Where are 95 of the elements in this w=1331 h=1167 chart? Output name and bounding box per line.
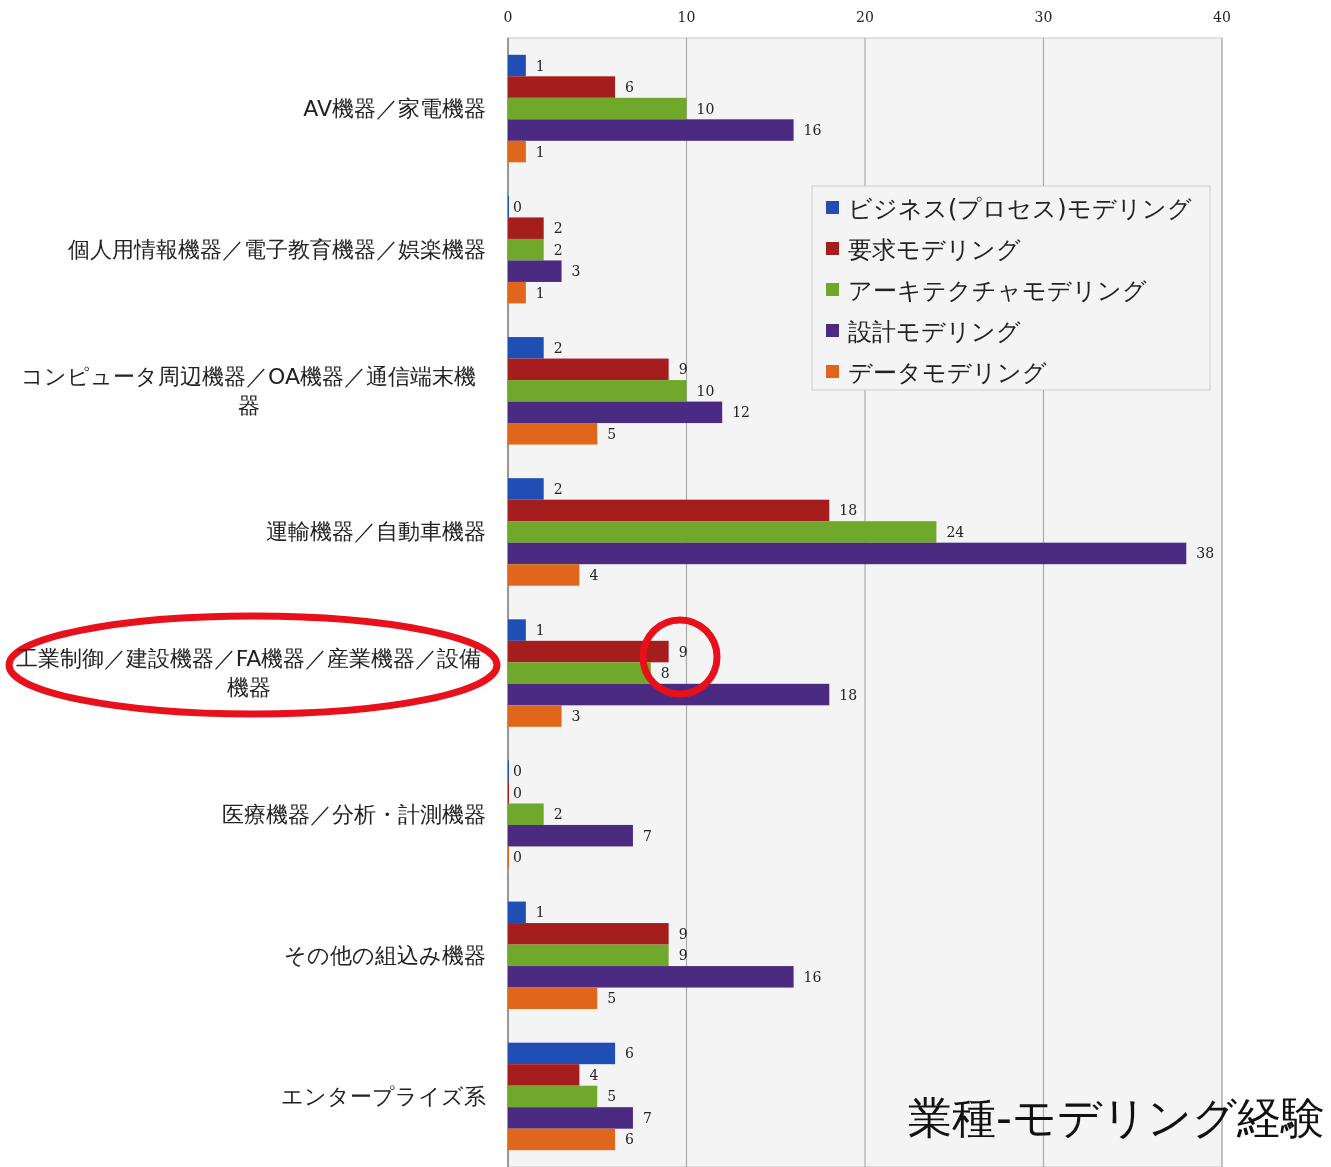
data-label: 1 bbox=[535, 622, 545, 639]
data-label: 10 bbox=[696, 100, 715, 117]
x-tick-label: 30 bbox=[1034, 9, 1053, 25]
bar bbox=[508, 478, 544, 500]
bar bbox=[508, 1085, 598, 1108]
bar bbox=[508, 423, 598, 445]
bar bbox=[508, 217, 544, 239]
bar bbox=[508, 619, 526, 641]
data-label: 9 bbox=[678, 947, 688, 964]
bar bbox=[508, 640, 669, 663]
data-label: 7 bbox=[642, 827, 652, 844]
bar bbox=[508, 337, 544, 359]
data-label: 9 bbox=[678, 925, 688, 942]
y-tick-label: 個人用情報機器／電子教育機器／娯楽機器 bbox=[67, 236, 486, 265]
bar bbox=[508, 923, 669, 945]
legend-label: アーキテクチャモデリング bbox=[848, 277, 1147, 305]
bar bbox=[508, 260, 562, 282]
y-tick-label: 運輸機器／自動車機器 bbox=[265, 518, 486, 547]
bar bbox=[508, 824, 633, 847]
data-label: 12 bbox=[732, 404, 751, 421]
data-label: 1 bbox=[535, 57, 545, 74]
data-label: 5 bbox=[607, 990, 617, 1007]
bar bbox=[508, 683, 830, 706]
bar bbox=[508, 987, 598, 1010]
bar bbox=[508, 380, 687, 402]
data-label: 9 bbox=[678, 643, 688, 660]
data-label: 3 bbox=[571, 708, 581, 725]
bar bbox=[508, 803, 544, 825]
bar bbox=[508, 705, 562, 727]
legend-label: 要求モデリング bbox=[848, 236, 1021, 264]
data-label: 6 bbox=[625, 1045, 635, 1062]
bar bbox=[508, 54, 526, 77]
data-label: 7 bbox=[642, 1109, 652, 1126]
data-label: 38 bbox=[1196, 545, 1215, 562]
bar bbox=[508, 966, 794, 988]
legend-label: ビジネス(プロセス)モデリング bbox=[848, 195, 1192, 223]
data-label: 2 bbox=[553, 339, 563, 356]
data-label: 6 bbox=[625, 79, 635, 96]
x-tick-label: 0 bbox=[503, 9, 513, 25]
data-label: 10 bbox=[696, 382, 715, 399]
legend-label: 設計モデリング bbox=[848, 318, 1021, 346]
data-label: 1 bbox=[535, 904, 545, 921]
y-tick-label: エンタープライズ系 bbox=[280, 1082, 486, 1111]
data-label: 18 bbox=[839, 686, 858, 703]
text: 業種-モデリング経験 bbox=[908, 1092, 1325, 1143]
bar bbox=[508, 76, 616, 98]
bar bbox=[508, 140, 526, 163]
bar bbox=[508, 238, 544, 261]
data-label: 2 bbox=[553, 480, 563, 497]
bar bbox=[508, 542, 1187, 565]
data-label: 16 bbox=[803, 122, 822, 139]
data-label: 24 bbox=[946, 523, 965, 540]
bar bbox=[508, 119, 794, 141]
y-tick-label: 医療機器／分析・計測機器 bbox=[221, 800, 486, 829]
data-label: 3 bbox=[571, 263, 581, 280]
y-tick-label: AV機器／家電機器 bbox=[302, 95, 486, 124]
bar bbox=[508, 358, 669, 381]
x-tick-label: 10 bbox=[677, 9, 696, 25]
y-tick-label: コンピュータ周辺機器／OA機器／通信端末機器 bbox=[20, 362, 477, 420]
data-label: 2 bbox=[553, 220, 563, 237]
data-label: 0 bbox=[513, 198, 522, 215]
data-label: 5 bbox=[607, 425, 617, 442]
data-label: 1 bbox=[535, 143, 545, 160]
data-label: 16 bbox=[803, 968, 822, 985]
data-label: 9 bbox=[678, 361, 688, 378]
bar bbox=[508, 564, 580, 586]
bar bbox=[508, 521, 937, 543]
data-label: 1 bbox=[535, 284, 545, 301]
bar bbox=[508, 401, 723, 424]
bar bbox=[508, 662, 651, 684]
data-label: 4 bbox=[589, 1066, 599, 1083]
data-label: 2 bbox=[553, 806, 563, 823]
y-tick-label: 工業制御／建設機器／FA機器／産業機器／設備機器 bbox=[14, 645, 483, 703]
bar bbox=[508, 1107, 633, 1129]
data-label: 5 bbox=[607, 1088, 617, 1105]
x-tick-label: 40 bbox=[1213, 9, 1231, 25]
data-label: 8 bbox=[660, 665, 670, 682]
data-label: 2 bbox=[553, 241, 563, 258]
bar bbox=[508, 499, 830, 522]
bar bbox=[508, 97, 687, 120]
y-tick-label: その他の組込み機器 bbox=[283, 941, 486, 970]
bar bbox=[508, 281, 526, 304]
bar bbox=[508, 944, 669, 967]
bar bbox=[508, 1064, 580, 1086]
bar bbox=[508, 901, 526, 924]
data-label: 0 bbox=[513, 849, 522, 866]
data-label: 6 bbox=[625, 1131, 635, 1148]
bar bbox=[508, 1042, 616, 1065]
data-label: 0 bbox=[513, 763, 522, 780]
data-label: 0 bbox=[513, 784, 522, 801]
legend-label: データモデリング bbox=[848, 359, 1047, 387]
data-label: 18 bbox=[839, 502, 858, 519]
bar bbox=[508, 1128, 616, 1151]
x-tick-label: 20 bbox=[856, 9, 874, 25]
data-label: 4 bbox=[589, 566, 599, 583]
